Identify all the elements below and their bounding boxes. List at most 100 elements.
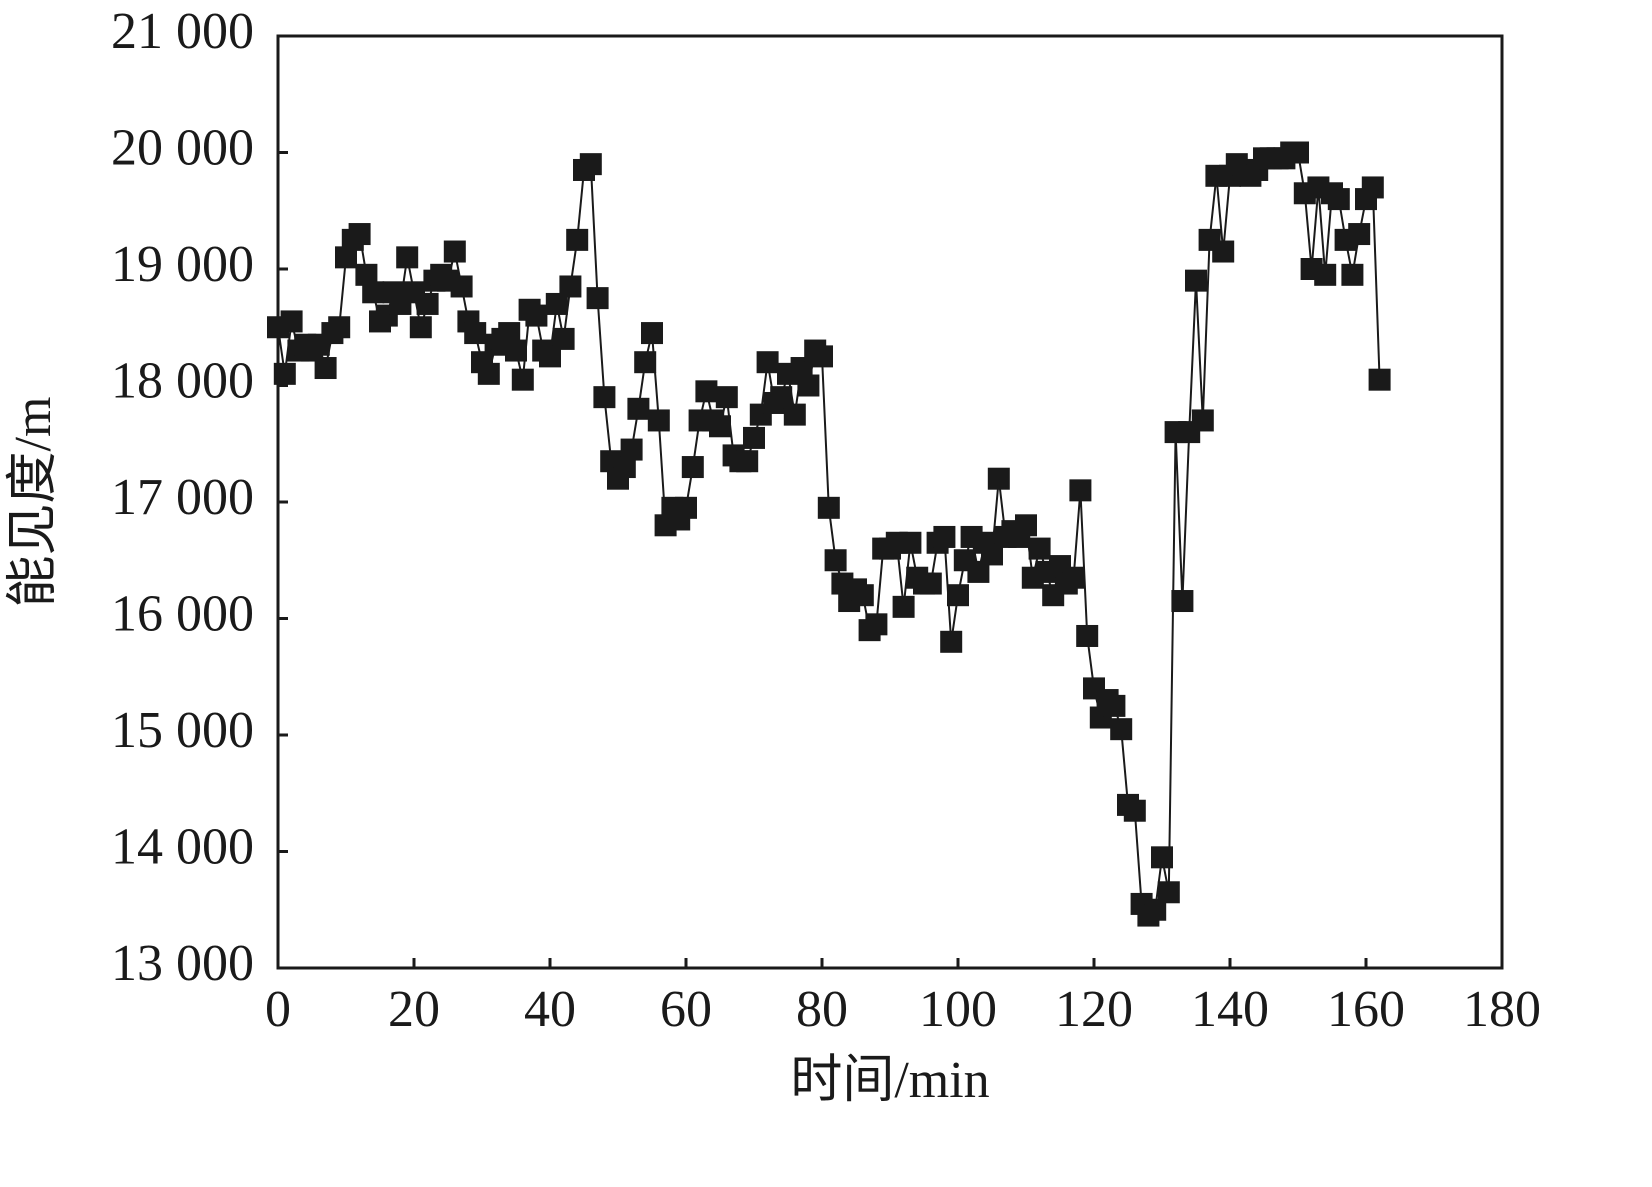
y-tick-label: 13 000 [111,935,254,992]
data-point [620,438,643,461]
x-tick-label: 20 [388,981,440,1038]
data-point [817,496,840,519]
data-point [409,316,432,339]
data-point [328,316,351,339]
data-point [851,584,874,607]
y-tick-label: 21 000 [111,3,254,60]
data-point [1368,368,1391,391]
data-point [987,467,1010,490]
data-point [919,572,942,595]
data-point [709,415,731,438]
data-point [1361,176,1384,199]
y-tick-label: 16 000 [111,585,254,642]
data-point [756,351,779,374]
plot-frame [276,34,1504,970]
y-tick-label: 20 000 [111,119,254,176]
data-point [539,345,561,368]
data-point [1341,263,1364,286]
y-tick-label: 17 000 [111,469,254,526]
data-point [1144,898,1167,921]
data-point [899,531,922,554]
data-point [1015,514,1037,537]
data-point [273,362,296,385]
data-point [579,153,602,176]
data-point [892,595,915,618]
x-tick-label: 40 [524,981,576,1038]
data-point [715,386,738,409]
data-point [695,380,718,403]
data-point [511,368,534,391]
data-point [1110,718,1133,741]
data-point [362,281,385,304]
data-point [797,374,820,397]
data-point [1103,694,1126,717]
data-point [477,362,500,385]
data-point [675,496,697,519]
data-point [940,630,963,653]
y-axis-label: 能见度/m [5,397,62,608]
x-tick-label: 60 [660,981,712,1038]
data-point [933,525,956,548]
data-point [1123,799,1146,822]
x-axis-label: 时间/min [790,1052,989,1109]
x-tick-label: 160 [1327,981,1405,1038]
data-point [450,275,473,298]
data-point [627,397,650,420]
data-point [790,357,813,380]
data-point [1151,846,1173,869]
data-point [355,263,378,286]
y-tick-label: 19 000 [111,236,254,293]
data-point [464,322,487,345]
data-point [559,275,582,298]
data-point [586,287,609,310]
data-point [525,304,548,327]
data-point [1062,566,1085,589]
data-point [1028,537,1051,560]
x-tick-label: 140 [1191,981,1269,1038]
data-point [545,292,568,315]
data-point [681,456,704,479]
data-point [1348,223,1371,246]
data-point [981,543,1003,566]
x-tick-label: 80 [796,981,848,1038]
data-point [396,246,419,269]
data-point [647,409,670,432]
data-point [811,345,833,368]
data-point [593,386,616,409]
data-point [280,310,303,333]
data-point [443,240,466,263]
data-point [824,549,847,572]
y-tick-label: 18 000 [111,352,254,409]
data-point [1327,188,1350,211]
x-tick-label: 120 [1055,981,1133,1038]
data-point [416,292,439,315]
data-point [736,450,759,473]
data-point [641,322,663,345]
data-point [947,584,969,607]
data-point [1185,269,1207,292]
x-tick-label: 180 [1463,981,1541,1038]
y-tick-label: 15 000 [111,702,254,759]
data-point [335,246,357,269]
data-point [1171,590,1194,613]
data-point [1287,141,1309,164]
data-point [743,426,765,449]
data-point [1069,479,1092,502]
x-tick-label: 0 [265,981,291,1038]
data-point [1076,624,1099,647]
data-point [348,223,371,246]
data-point [1191,409,1214,432]
data-point [552,327,575,350]
data-point [783,403,806,426]
y-tick-label: 14 000 [111,818,254,875]
data-point [314,357,337,380]
data-point [613,456,636,479]
data-point [505,339,527,362]
data-point [967,560,990,583]
x-tick-label: 100 [919,981,997,1038]
data-point [1314,263,1337,286]
data-point [1212,240,1235,263]
data-point [634,351,657,374]
data-point [498,322,521,345]
